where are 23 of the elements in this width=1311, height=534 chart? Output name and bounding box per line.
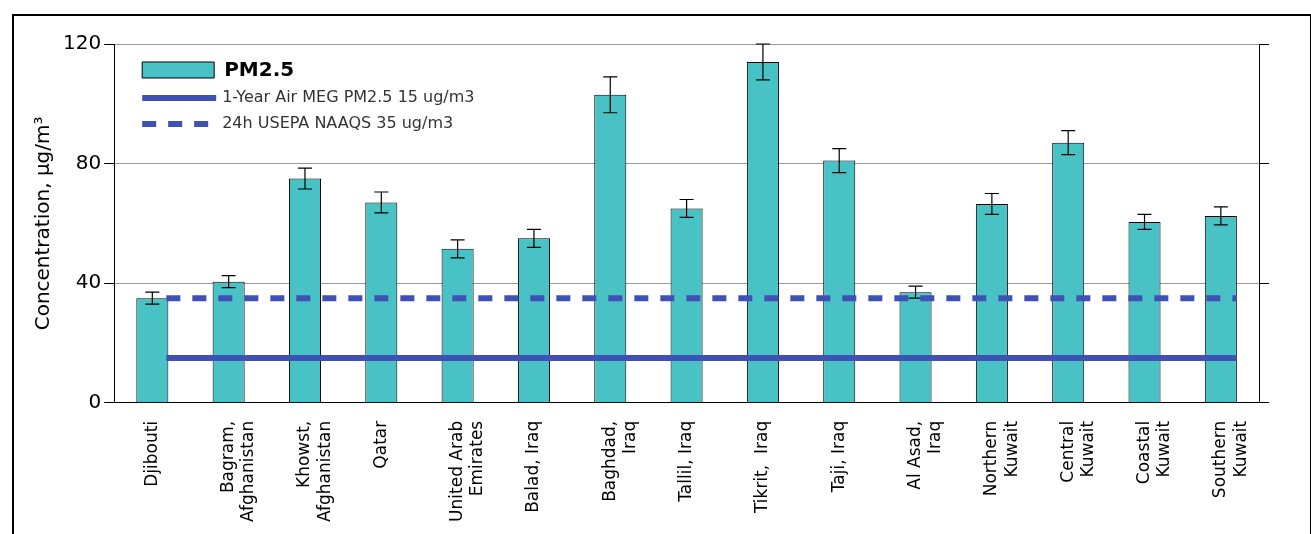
legend-label: 1-Year Air MEG PM2.5 15 ug/m3 — [222, 87, 475, 107]
y-axis-title: Concentration, μg/m³ — [30, 116, 55, 331]
x-tick-label: Khowst, Afghanistan — [293, 420, 334, 522]
y-tick-label: 0 — [88, 389, 102, 413]
x-tick-label: Al Asad, Iraq — [903, 420, 945, 490]
x-tick-label: Bagram, Afghanistan — [217, 420, 258, 522]
x-tick-label: Balad, Iraq — [522, 420, 543, 513]
x-tick-label: Djibouti — [140, 420, 161, 487]
y-tick-label: 80 — [75, 149, 102, 174]
x-tick-label: Tikrit, Iraq — [751, 420, 772, 515]
legend-label: PM2.5 — [224, 57, 295, 82]
y-tick-label: 120 — [62, 30, 102, 55]
x-tick-label: Tallil, Iraq — [675, 420, 696, 503]
x-tick-label: Coastal Kuwait — [1132, 420, 1174, 485]
x-tick-label: Northern Kuwait — [980, 420, 1021, 497]
x-tick-label: Southern Kuwait — [1209, 420, 1250, 499]
legend-label: 24h USEPA NAAQS 35 ug/m3 — [222, 113, 454, 133]
x-tick-label: Central Kuwait — [1056, 420, 1098, 483]
x-tick-label: Taji, Iraq — [827, 420, 848, 494]
y-tick-label: 40 — [75, 269, 102, 294]
x-tick-label: Baghdad, Iraq — [598, 420, 640, 502]
x-tick-label: Qatar — [369, 420, 390, 469]
x-tick-label: United Arab Emirates — [446, 420, 487, 522]
